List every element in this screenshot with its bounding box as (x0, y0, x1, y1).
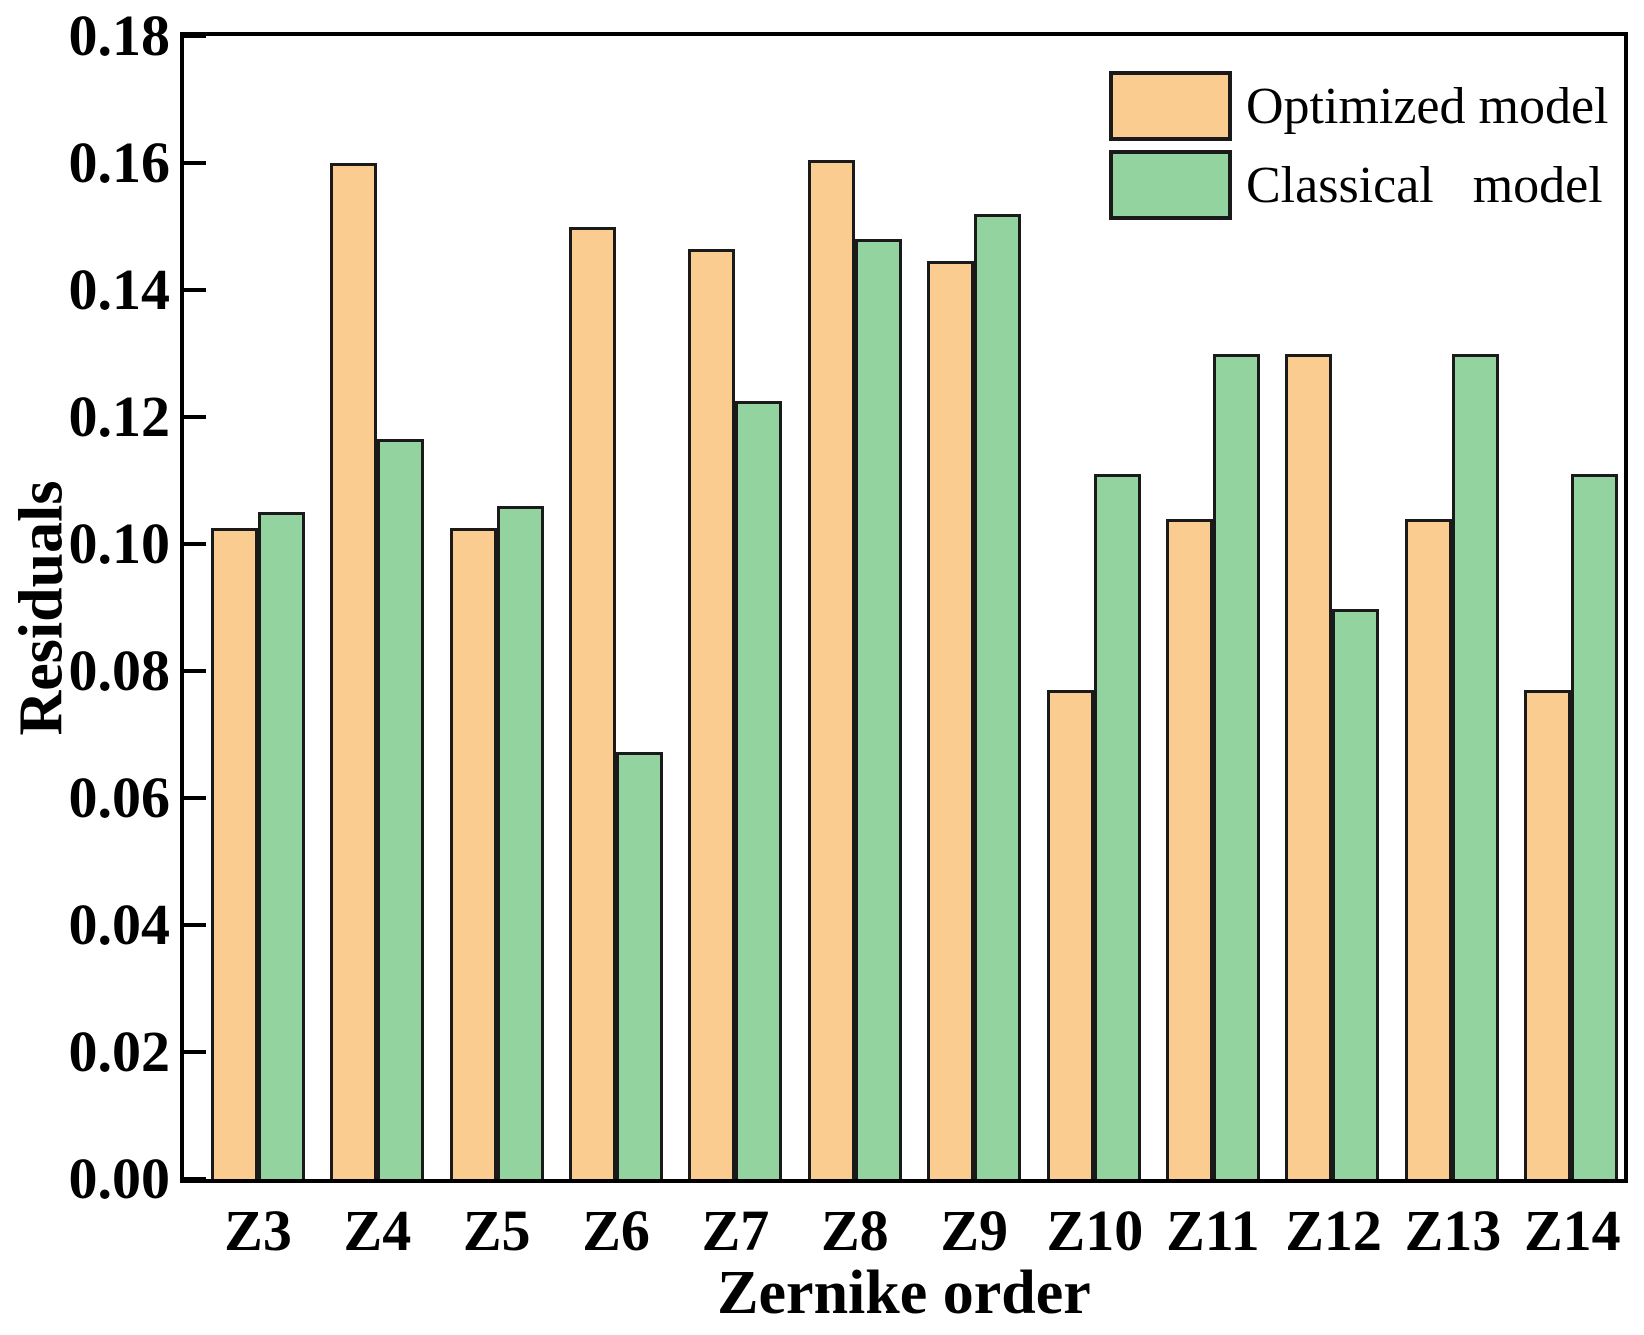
y-tick-label: 0.14 (68, 257, 171, 322)
legend-item-optimized: Optimized model (1109, 71, 1608, 141)
y-tick-mark (184, 161, 206, 165)
bar-group-Z6 (569, 226, 664, 1179)
y-tick-label: 0.08 (68, 638, 171, 703)
x-tick-label-Z3: Z3 (224, 1198, 292, 1263)
bar-group-Z3 (211, 512, 305, 1179)
bar-classical-Z13 (1451, 353, 1499, 1179)
bar-classical-Z3 (258, 512, 305, 1179)
bar-optimized-Z13 (1404, 518, 1452, 1179)
bar-optimized-Z4 (330, 163, 378, 1179)
x-tick-label-Z7: Z7 (701, 1198, 770, 1263)
bar-classical-Z10 (1093, 474, 1141, 1179)
x-tick-label-Z6: Z6 (582, 1198, 650, 1263)
y-tick-label: 0.12 (68, 384, 171, 449)
y-tick-mark (184, 1177, 206, 1181)
bar-classical-Z6 (616, 752, 664, 1179)
bar-classical-Z8 (854, 239, 902, 1179)
bar-group-Z5 (449, 505, 544, 1179)
y-tick-label: 0.04 (68, 892, 171, 957)
bar-group-Z7 (688, 248, 783, 1179)
bar-group-Z13 (1404, 353, 1499, 1179)
bar-group-Z11 (1165, 353, 1260, 1179)
x-tick-label-Z10: Z10 (1046, 1198, 1144, 1263)
y-tick-label: 0.00 (68, 1146, 171, 1211)
bar-group-Z9 (927, 213, 1022, 1179)
bar-classical-Z12 (1332, 609, 1380, 1179)
bar-optimized-Z12 (1285, 353, 1333, 1179)
bar-optimized-Z3 (211, 528, 258, 1179)
y-tick-mark (184, 415, 206, 419)
x-tick-label-Z14: Z14 (1523, 1198, 1621, 1263)
bar-group-Z10 (1046, 474, 1141, 1179)
legend-label-classical: Classical model (1246, 156, 1603, 214)
bar-optimized-Z11 (1165, 518, 1213, 1179)
y-tick-mark (184, 669, 206, 673)
y-tick-mark (184, 796, 206, 800)
bar-optimized-Z7 (688, 248, 736, 1179)
legend: Optimized model Classical model (1109, 71, 1608, 220)
y-tick-mark (184, 1050, 206, 1054)
bar-classical-Z7 (735, 401, 783, 1179)
legend-label-optimized: Optimized model (1246, 77, 1609, 135)
bar-classical-Z5 (496, 505, 544, 1179)
bar-optimized-Z6 (569, 226, 617, 1179)
legend-item-classical: Classical model (1109, 150, 1608, 220)
y-tick-mark (184, 288, 206, 292)
bar-optimized-Z14 (1523, 690, 1571, 1179)
y-tick-label: 0.18 (68, 3, 171, 68)
x-tick-label-Z9: Z9 (940, 1198, 1008, 1263)
y-tick-mark (184, 542, 206, 546)
bar-optimized-Z10 (1046, 690, 1094, 1179)
x-tick-label-Z11: Z11 (1166, 1198, 1260, 1263)
bar-optimized-Z9 (927, 261, 975, 1179)
bar-group-Z14 (1523, 474, 1618, 1179)
x-axis-title: Zernike order (717, 1259, 1091, 1327)
bar-classical-Z14 (1570, 474, 1618, 1179)
x-tick-label-Z13: Z13 (1404, 1198, 1502, 1263)
x-tick-label-Z8: Z8 (820, 1198, 889, 1263)
bar-group-Z4 (330, 163, 425, 1179)
y-tick-label: 0.06 (68, 765, 171, 830)
bar-optimized-Z5 (449, 528, 497, 1179)
bar-optimized-Z8 (807, 159, 855, 1179)
bar-classical-Z4 (377, 439, 425, 1179)
y-tick-mark (184, 34, 206, 38)
bar-classical-Z11 (1212, 353, 1260, 1179)
x-tick-label-Z5: Z5 (462, 1198, 531, 1263)
bar-group-Z12 (1285, 353, 1380, 1179)
legend-swatch-classical (1109, 150, 1232, 220)
y-tick-label: 0.10 (68, 511, 171, 576)
x-tick-label-Z12: Z12 (1285, 1198, 1382, 1263)
bar-classical-Z9 (974, 213, 1022, 1179)
bars-layer (184, 36, 1624, 1179)
legend-swatch-optimized (1109, 71, 1232, 141)
y-tick-label: 0.16 (68, 130, 171, 195)
y-tick-mark (184, 923, 206, 927)
x-tick-label-Z4: Z4 (343, 1198, 412, 1263)
x-axis-labels: Z3 Z4 Z5 Z6 Z7 Z8 Z9 Z10 Z11 Z12 Z13 Z14 (184, 1200, 1624, 1262)
bar-group-Z8 (807, 159, 902, 1179)
y-tick-label: 0.02 (68, 1019, 171, 1084)
